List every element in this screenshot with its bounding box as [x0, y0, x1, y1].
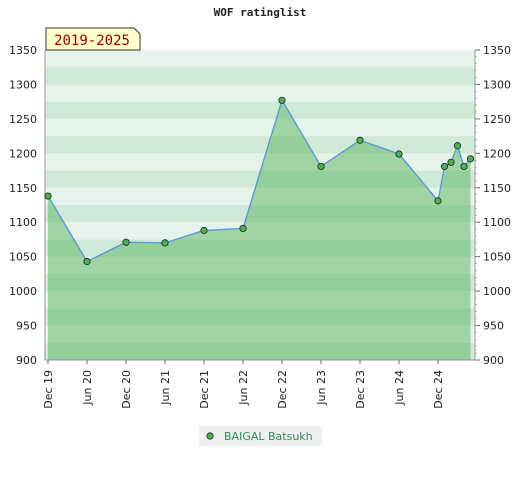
data-point — [122, 238, 130, 246]
x-tick-label: Jun 24 — [393, 370, 406, 406]
grid-band — [45, 205, 475, 223]
data-point — [453, 142, 462, 150]
y-tick-label-left: 1000 — [9, 285, 37, 298]
y-tick-label-left: 1100 — [9, 216, 37, 229]
data-point — [83, 257, 91, 266]
grid-band — [45, 256, 475, 274]
legend: BAIGAL Batsukh — [199, 426, 322, 446]
x-tick-label: Jun 22 — [237, 370, 250, 406]
data-point — [466, 155, 475, 163]
grid-band — [45, 187, 475, 205]
legend-marker — [206, 432, 214, 440]
y-tick-label-right: 1150 — [483, 182, 511, 195]
y-tick-label-left: 1050 — [9, 251, 37, 264]
y-tick-label-right: 1300 — [483, 78, 511, 91]
grid-band — [45, 153, 475, 171]
y-tick-label-right: 1350 — [483, 44, 511, 57]
grid-band — [45, 325, 475, 343]
y-tick-label-right: 1050 — [483, 251, 511, 264]
data-point — [161, 239, 169, 247]
grid-band — [45, 239, 475, 257]
data-point — [44, 192, 52, 200]
data-point — [434, 197, 442, 205]
x-tick-label: Dec 22 — [276, 370, 289, 409]
grid-band — [45, 291, 475, 309]
x-tick-label: Jun 20 — [81, 370, 94, 406]
data-point — [317, 162, 325, 171]
x-tick-label: Dec 21 — [198, 370, 211, 409]
data-point — [447, 158, 455, 166]
x-tick-label: Dec 20 — [120, 370, 133, 409]
data-point — [356, 136, 364, 144]
grid-band — [45, 118, 475, 137]
data-point — [440, 162, 449, 171]
y-tick-label-right: 900 — [483, 354, 504, 367]
grid-band — [45, 67, 475, 85]
period-badge: 2019-2025 — [45, 27, 141, 51]
y-tick-label-left: 1200 — [9, 147, 37, 160]
y-tick-label-left: 1150 — [9, 182, 37, 195]
data-point — [460, 162, 468, 171]
legend-box — [199, 426, 322, 446]
grid-band — [45, 170, 475, 188]
y-tick-label-right: 1250 — [483, 113, 511, 126]
chart-title: WOF ratinglist — [213, 6, 307, 19]
x-tick-label: Dec 24 — [432, 370, 445, 409]
grid-band — [45, 222, 475, 240]
grid-band — [45, 50, 475, 68]
y-tick-label-right: 950 — [483, 320, 504, 333]
data-point — [239, 224, 247, 233]
x-tick-label: Dec 23 — [354, 370, 367, 409]
grid-band — [45, 101, 475, 119]
legend-label: BAIGAL Batsukh — [224, 430, 313, 443]
y-tick-label-right: 1000 — [483, 285, 511, 298]
grid-band — [45, 84, 475, 102]
data-point — [200, 226, 208, 235]
data-point — [278, 96, 286, 104]
y-tick-label-left: 950 — [16, 320, 37, 333]
x-tick-label: Jun 23 — [315, 370, 328, 406]
period-badge-text: 2019-2025 — [54, 33, 130, 49]
series-line — [47, 98, 472, 263]
series-area — [48, 100, 471, 361]
y-tick-label-right: 1200 — [483, 147, 511, 160]
period-badge-box — [45, 27, 141, 51]
grid-band — [45, 136, 475, 154]
grid-band — [45, 342, 475, 360]
y-tick-label-left: 1350 — [9, 44, 37, 57]
grid-band — [45, 273, 475, 292]
x-tick-label: Jun 21 — [159, 370, 172, 406]
data-point — [395, 150, 403, 158]
grid-band — [45, 308, 475, 326]
y-tick-label-left: 1300 — [9, 78, 37, 91]
y-tick-label-left: 900 — [16, 354, 37, 367]
y-tick-label-right: 1100 — [483, 216, 511, 229]
x-tick-label: Dec 19 — [42, 370, 55, 409]
y-tick-label-left: 1250 — [9, 113, 37, 126]
